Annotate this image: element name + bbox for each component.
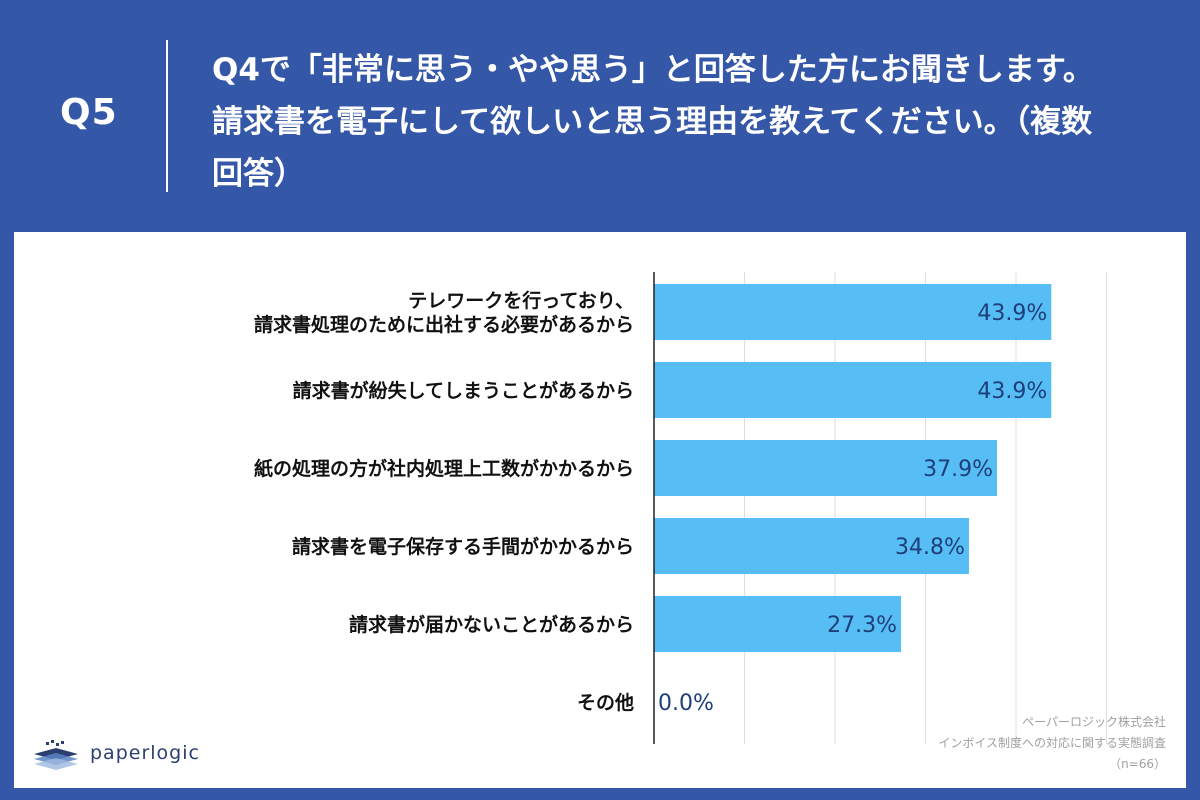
- category-label: 紙の処理の方が社内処理上工数がかかるから: [254, 457, 634, 480]
- value-label: 27.3%: [827, 613, 897, 638]
- bar-chart: テレワークを行っており、請求書処理のために出社する必要があるから 43.9% 請求書…: [254, 272, 1107, 744]
- value-label: 43.9%: [977, 301, 1047, 326]
- paperlogic-logo-icon: [34, 740, 78, 770]
- category-label: 請求書が紛失してしまうことがあるから: [293, 379, 634, 402]
- header: Q5 Q4で「非常に思う・やや思う」と回答した方にお聞きします。請求書を電子にし…: [0, 0, 1200, 232]
- category-label: テレワークを行っており、請求書処理のために出社する必要があるから: [254, 289, 634, 336]
- category-label: 請求書を電子保存する手間がかかるから: [292, 535, 634, 558]
- source-line: （n=66）: [1109, 757, 1166, 771]
- logo-text: paperlogic: [90, 742, 200, 764]
- bar: [654, 440, 997, 496]
- value-label: 37.9%: [923, 457, 993, 482]
- source-line: ペーパーロジック株式会社: [1022, 715, 1166, 729]
- bar: [654, 284, 1052, 340]
- value-label: 0.0%: [658, 691, 714, 716]
- source-line: インボイス制度への対応に関する実態調査: [938, 736, 1166, 750]
- source-note: ペーパーロジック株式会社 インボイス制度への対応に関する実態調査 （n=66）: [938, 712, 1166, 775]
- question-number: Q5: [60, 92, 118, 133]
- bar: [654, 362, 1052, 418]
- header-divider: [166, 40, 168, 192]
- value-label: 43.9%: [977, 379, 1047, 404]
- category-label: その他: [577, 691, 634, 714]
- bar: [654, 518, 969, 574]
- chart-panel: テレワークを行っており、請求書処理のために出社する必要があるから 43.9% 請求書…: [14, 232, 1186, 788]
- category-label: 請求書が届かないことがあるから: [349, 613, 634, 636]
- value-label: 34.8%: [895, 535, 965, 560]
- bar: [654, 596, 902, 652]
- question-text: Q4で「非常に思う・やや思う」と回答した方にお聞きします。請求書を電子にして欲し…: [212, 52, 1094, 192]
